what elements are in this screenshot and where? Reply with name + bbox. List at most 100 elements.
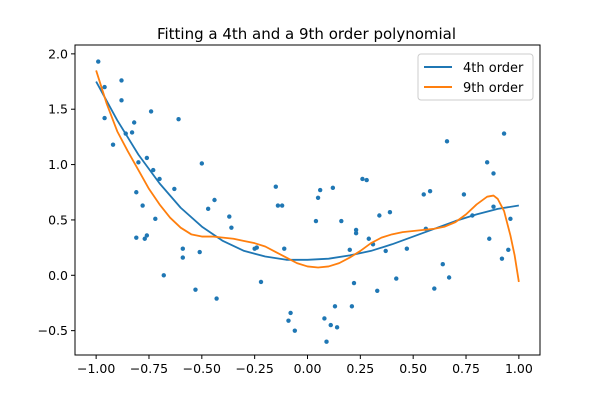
data-point <box>180 246 185 251</box>
data-point <box>129 130 135 135</box>
data-point <box>172 186 177 192</box>
data-point <box>315 195 321 200</box>
data-point <box>339 218 344 224</box>
data-point <box>328 322 333 328</box>
data-point <box>501 131 507 136</box>
data-point <box>366 236 371 241</box>
data-point <box>176 116 181 122</box>
data-point <box>258 279 264 285</box>
data-point <box>279 203 285 208</box>
data-point <box>136 160 141 165</box>
data-point <box>484 160 490 165</box>
data-point <box>360 176 365 182</box>
x-tick-label: 0.00 <box>294 361 322 376</box>
data-point <box>282 246 287 251</box>
data-point <box>199 161 205 166</box>
data-point <box>353 227 359 233</box>
data-point <box>427 188 433 194</box>
data-point <box>499 256 505 261</box>
legend-label-4th-order: 4th order <box>463 61 524 76</box>
data-point <box>432 286 437 291</box>
data-point <box>214 296 219 301</box>
data-point <box>491 204 496 209</box>
y-tick-label: 0.0 <box>48 268 68 283</box>
data-point <box>119 98 124 103</box>
data-point <box>157 176 162 182</box>
data-point <box>275 203 281 208</box>
data-point <box>461 192 467 197</box>
y-tick-label: 1.5 <box>48 102 68 117</box>
data-point <box>134 235 139 240</box>
data-point <box>446 275 452 280</box>
data-point <box>153 216 158 222</box>
data-point <box>334 325 340 330</box>
legend-label-9th-order: 9th order <box>463 81 524 96</box>
data-point <box>142 236 147 241</box>
data-point <box>110 142 116 147</box>
y-tick-label: 1.0 <box>48 157 68 172</box>
series-line-9th-order <box>95 70 520 283</box>
data-point <box>508 216 513 222</box>
data-point <box>349 304 355 309</box>
data-point <box>347 247 352 253</box>
legend-box <box>417 53 534 101</box>
x-tick-label: 0.75 <box>452 361 480 376</box>
data-point <box>102 84 107 90</box>
data-point <box>353 231 359 236</box>
data-point <box>227 214 232 219</box>
x-tick-label: −0.50 <box>183 361 221 376</box>
data-point <box>421 192 426 197</box>
data-point <box>212 197 217 203</box>
data-point <box>288 310 293 316</box>
data-point <box>134 190 139 195</box>
y-tick-label: −0.5 <box>38 323 68 338</box>
data-point <box>292 328 298 333</box>
data-point <box>322 316 327 321</box>
data-point <box>383 248 388 254</box>
chart-title: Fitting a 4th and a 9th order polynomial <box>157 25 456 43</box>
data-point <box>148 109 154 114</box>
data-point <box>140 203 145 208</box>
data-point <box>144 233 150 238</box>
x-tick-label: −1.00 <box>77 361 115 376</box>
y-tick-label: 2.0 <box>48 46 68 61</box>
data-point <box>364 177 369 183</box>
x-tick-label: −0.75 <box>130 361 168 376</box>
data-point <box>119 78 124 83</box>
data-point <box>144 155 150 161</box>
data-point <box>273 184 278 189</box>
data-point <box>351 280 357 286</box>
data-point <box>332 304 338 309</box>
data-point <box>377 213 382 218</box>
data-point <box>440 262 445 267</box>
data-point <box>330 185 336 191</box>
data-point <box>286 318 291 323</box>
data-point <box>151 167 156 173</box>
data-point <box>96 59 101 64</box>
legend: 4th order 9th order <box>417 53 534 101</box>
data-point <box>387 209 393 215</box>
data-point <box>313 218 319 224</box>
x-tick-label: 1.00 <box>505 361 533 376</box>
data-point <box>404 246 410 251</box>
data-point <box>254 245 259 250</box>
data-point <box>491 171 496 176</box>
data-point <box>131 120 137 125</box>
data-point <box>180 255 185 260</box>
data-point <box>161 273 166 278</box>
data-point <box>102 115 107 121</box>
data-point <box>487 236 492 241</box>
data-point <box>193 287 198 292</box>
data-point <box>205 206 211 212</box>
x-tick-label: 0.50 <box>399 361 427 376</box>
data-point <box>197 249 202 255</box>
y-tick-label: 0.5 <box>48 212 68 227</box>
data-point <box>506 247 511 253</box>
data-point <box>394 276 399 281</box>
data-point <box>317 187 323 193</box>
series-line-4th-order <box>95 81 519 261</box>
plot-area <box>95 59 520 344</box>
x-tick-label: 0.25 <box>346 361 374 376</box>
axes: −1.00 −0.75 −0.50 −0.25 0.00 0.25 0.50 0.75 1.00… <box>38 44 541 376</box>
